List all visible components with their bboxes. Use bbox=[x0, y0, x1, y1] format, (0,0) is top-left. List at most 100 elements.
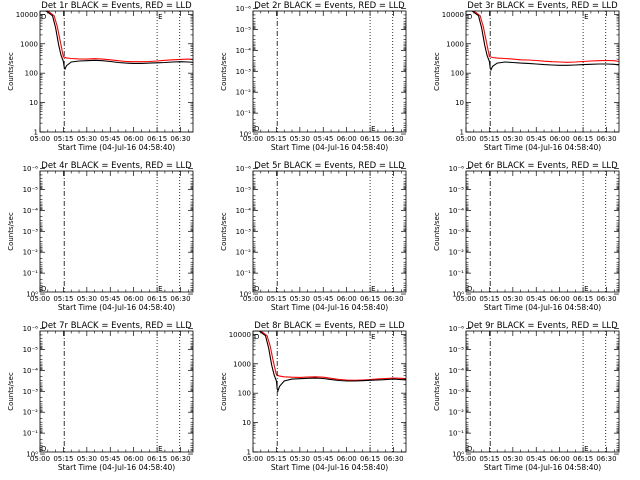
x-tick-label: 06:00 bbox=[124, 455, 144, 463]
y-tick-label: 10⁻⁵ bbox=[236, 186, 252, 194]
y-tick-label: 10⁻⁴ bbox=[23, 207, 39, 215]
marker-e-label: E bbox=[371, 285, 375, 293]
panel-det-4: Det 4r BLACK = Events, RED = LLD 10⁰ 10⁻¹ 1… bbox=[7, 161, 194, 312]
x-tick-label: 06:30 bbox=[383, 295, 403, 303]
x-tick-label: 05:00 bbox=[243, 455, 263, 463]
panel-title: Det 8r BLACK = Events, RED = LLD bbox=[254, 321, 405, 331]
y-tick-label: 10⁰ bbox=[26, 451, 38, 459]
x-tick-label: 05:45 bbox=[100, 135, 120, 143]
panel-title: Det 5r BLACK = Events, RED = LLD bbox=[254, 161, 405, 171]
y-axis-label: Counts/sec bbox=[7, 212, 15, 251]
x-tick-label: 06:15 bbox=[573, 295, 593, 303]
y-tick-label: 10⁻¹ bbox=[236, 270, 252, 278]
y-tick-label: 10⁰ bbox=[239, 291, 251, 299]
x-tick-label: 06:00 bbox=[124, 295, 144, 303]
lld-series-line bbox=[40, 11, 193, 63]
y-tick-label: 10⁻⁶ bbox=[23, 325, 39, 333]
y-tick-label: 100 bbox=[451, 70, 464, 78]
y-axis-label: Counts/sec bbox=[433, 212, 441, 251]
y-axis-label: Counts/sec bbox=[220, 372, 228, 411]
x-tick-label: 05:45 bbox=[526, 295, 546, 303]
events-series-line bbox=[466, 11, 619, 72]
x-tick-label: 05:30 bbox=[503, 455, 523, 463]
y-tick-label: 10⁻⁵ bbox=[449, 346, 465, 354]
plot-frame bbox=[465, 170, 620, 293]
marker-d-label: D bbox=[41, 285, 46, 293]
plot-frame bbox=[465, 330, 620, 453]
plot-frame bbox=[252, 330, 407, 453]
panel-det-1: Det 1r BLACK = Events, RED = LLD 1 10 100 10… bbox=[7, 1, 194, 152]
y-tick-label: 1 bbox=[247, 449, 251, 457]
x-tick-label: 06:30 bbox=[383, 455, 403, 463]
y-tick-label: 10⁻⁵ bbox=[23, 186, 39, 194]
x-tick-label: 06:15 bbox=[360, 455, 380, 463]
x-tick-label: 05:45 bbox=[313, 295, 333, 303]
y-tick-label: 10⁻⁴ bbox=[449, 367, 465, 375]
x-tick-label: 06:30 bbox=[596, 135, 616, 143]
x-tick-label: 06:30 bbox=[596, 455, 616, 463]
x-axis-label: Start Time (04-Jul-16 04:58:40) bbox=[271, 303, 388, 312]
y-tick-label: 1 bbox=[460, 129, 464, 137]
y-tick-label: 10⁻¹ bbox=[449, 270, 465, 278]
y-tick-label: 10⁻² bbox=[449, 249, 465, 257]
marker-e-label: E bbox=[371, 333, 375, 341]
x-tick-label: 06:15 bbox=[147, 135, 167, 143]
x-axis-label: Start Time (04-Jul-16 04:58:40) bbox=[271, 463, 388, 472]
y-tick-label: 10⁻² bbox=[236, 249, 252, 257]
plot-frame bbox=[39, 330, 194, 453]
y-tick-label: 10⁻¹ bbox=[236, 110, 252, 118]
y-tick-label: 10⁰ bbox=[452, 451, 464, 459]
y-tick-label: 10⁻¹ bbox=[23, 270, 39, 278]
plot-frame bbox=[39, 170, 194, 293]
marker-d-label: D bbox=[467, 445, 472, 453]
x-tick-label: 05:15 bbox=[53, 295, 73, 303]
panel-title: Det 4r BLACK = Events, RED = LLD bbox=[41, 161, 192, 171]
y-tick-label: 10⁻⁴ bbox=[236, 47, 252, 55]
marker-e-label: E bbox=[584, 13, 588, 21]
panel-title: Det 1r BLACK = Events, RED = LLD bbox=[41, 1, 192, 11]
marker-d-label: D bbox=[254, 125, 259, 133]
plot-frame bbox=[252, 10, 407, 133]
x-tick-label: 06:30 bbox=[170, 295, 190, 303]
x-tick-label: 05:00 bbox=[456, 135, 476, 143]
y-tick-label: 10⁻⁶ bbox=[449, 325, 465, 333]
x-tick-label: 05:45 bbox=[526, 135, 546, 143]
x-tick-label: 05:15 bbox=[266, 455, 286, 463]
x-tick-label: 05:30 bbox=[77, 135, 97, 143]
panel-title: Det 3r BLACK = Events, RED = LLD bbox=[467, 1, 618, 11]
marker-e-label: E bbox=[158, 13, 162, 21]
x-tick-label: 06:30 bbox=[170, 135, 190, 143]
panel-title: Det 9r BLACK = Events, RED = LLD bbox=[467, 321, 618, 331]
marker-e-label: E bbox=[158, 285, 162, 293]
y-tick-label: 10⁰ bbox=[452, 291, 464, 299]
x-tick-label: 05:45 bbox=[526, 455, 546, 463]
y-tick-label: 100 bbox=[238, 390, 251, 398]
events-series-line bbox=[40, 11, 193, 71]
y-tick-label: 10⁰ bbox=[26, 291, 38, 299]
marker-e-label: E bbox=[371, 125, 375, 133]
panel-det-2: Det 2r BLACK = Events, RED = LLD 10⁰ 10⁻¹ 1… bbox=[220, 1, 407, 152]
x-tick-label: 05:00 bbox=[30, 455, 50, 463]
y-tick-label: 10000 bbox=[16, 11, 38, 19]
y-tick-label: 10⁻⁴ bbox=[449, 207, 465, 215]
x-tick-label: 06:15 bbox=[573, 135, 593, 143]
x-tick-label: 05:45 bbox=[100, 295, 120, 303]
x-tick-label: 06:30 bbox=[596, 295, 616, 303]
x-tick-label: 05:00 bbox=[243, 295, 263, 303]
y-axis-label: Counts/sec bbox=[433, 52, 441, 91]
x-tick-label: 06:15 bbox=[573, 455, 593, 463]
marker-e-label: E bbox=[584, 445, 588, 453]
x-axis-label: Start Time (04-Jul-16 04:58:40) bbox=[484, 303, 601, 312]
y-tick-label: 100 bbox=[25, 70, 38, 78]
x-tick-label: 06:00 bbox=[124, 135, 144, 143]
x-tick-label: 06:15 bbox=[360, 295, 380, 303]
y-tick-label: 10 bbox=[29, 99, 38, 107]
y-tick-label: 10⁻⁶ bbox=[449, 165, 465, 173]
x-axis-label: Start Time (04-Jul-16 04:58:40) bbox=[484, 143, 601, 152]
panel-det-3: Det 3r BLACK = Events, RED = LLD 1 10 100 10… bbox=[433, 1, 620, 152]
x-tick-label: 05:45 bbox=[313, 135, 333, 143]
x-tick-label: 06:00 bbox=[550, 295, 570, 303]
x-tick-label: 05:30 bbox=[290, 295, 310, 303]
x-tick-label: 05:45 bbox=[313, 455, 333, 463]
x-tick-label: 06:15 bbox=[147, 295, 167, 303]
